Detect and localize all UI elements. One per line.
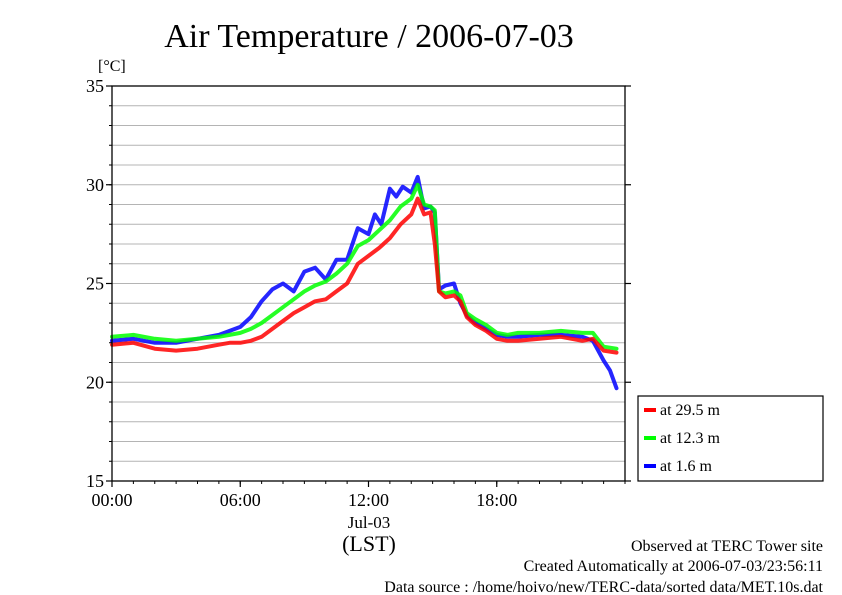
footer-data-source: Data source : /home/hoivo/new/TERC-data/… (384, 579, 823, 595)
x-tick-label: 06:00 (220, 490, 261, 510)
footer-created-timestamp: Created Automatically at 2006-07-03/23:5… (524, 558, 823, 575)
series-line-0 (110, 196, 619, 355)
grid-lines (112, 85, 625, 482)
legend: at 29.5 m at 12.3 m at 1.6 m (637, 395, 824, 482)
footer-observed-site: Observed at TERC Tower site (631, 538, 823, 555)
legend-box (637, 395, 824, 482)
x-tick-label: 00:00 (91, 490, 132, 510)
legend-items: at 29.5 m at 12.3 m at 1.6 m (644, 402, 721, 475)
x-axis-date-label: Jul-03 (348, 513, 391, 532)
x-tick-label: 18:00 (476, 490, 517, 510)
y-tick-label: 20 (86, 372, 104, 392)
axis-ticks: 15 20 25 30 35 00:00 06:00 12:00 18:00 (86, 76, 631, 510)
x-tick-label: 12:00 (348, 490, 389, 510)
y-tick-label: 30 (86, 175, 104, 195)
series-line-2 (110, 174, 619, 391)
x-axis-title: (LST) (342, 531, 396, 556)
legend-label: at 12.3 m (660, 430, 721, 447)
chart-title: Air Temperature / 2006-07-03 (164, 18, 574, 55)
y-tick-label: 15 (86, 471, 104, 491)
legend-label: at 29.5 m (660, 402, 721, 419)
legend-label: at 1.6 m (660, 458, 713, 475)
y-tick-label: 25 (86, 274, 104, 294)
y-tick-label: 35 (86, 76, 104, 96)
series-lines (110, 174, 619, 391)
series-line-1 (110, 182, 619, 351)
y-axis-unit-label: [°C] (98, 58, 126, 75)
